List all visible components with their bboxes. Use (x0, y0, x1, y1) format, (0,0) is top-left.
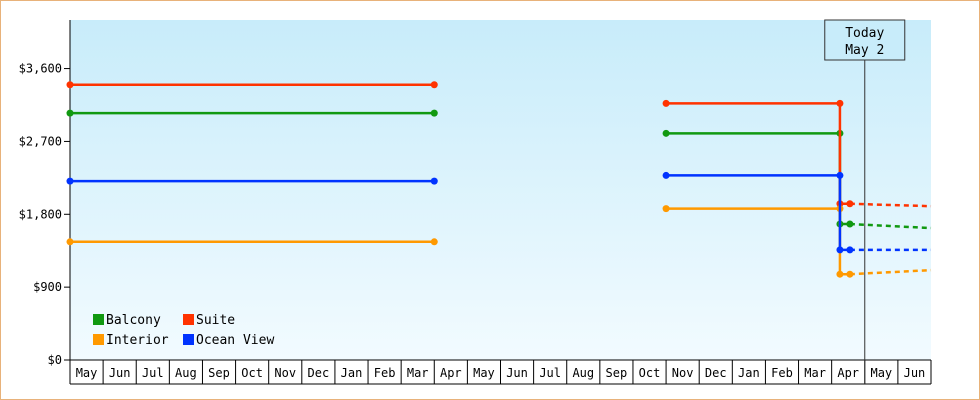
x-tick-label: Jan (341, 366, 363, 380)
legend-label: Balcony (106, 313, 161, 328)
interior-line (849, 268, 932, 276)
x-tick-label: Oct (639, 366, 661, 380)
legend-swatch (93, 314, 104, 325)
y-tick-label: $3,600 (19, 62, 62, 76)
x-tick-label: Mar (407, 366, 429, 380)
x-tick-label: Dec (308, 366, 330, 380)
series-lines (66, 81, 932, 278)
legend-label: Ocean View (196, 333, 274, 348)
suite-point (66, 81, 74, 89)
y-tick-label: $1,800 (19, 207, 62, 221)
x-tick-label: Nov (274, 366, 296, 380)
suite-point (430, 81, 438, 89)
interior-point (430, 238, 438, 246)
x-tick-label: Aug (175, 366, 197, 380)
y-tick-label: $2,700 (19, 134, 62, 148)
ocean-view-point (662, 171, 670, 179)
x-tick-label: Jun (109, 366, 131, 380)
suite-line (849, 202, 932, 208)
x-tick-label: Jun (904, 366, 926, 380)
ocean-view-point (836, 246, 844, 254)
balcony-point (430, 109, 438, 117)
interior-point (836, 270, 844, 278)
axes: $0 $900 $1,800 $2,700 $3,600 May Jun Jul Aug Sep O… (19, 20, 932, 385)
ocean-view-point (66, 177, 74, 185)
legend-label: Suite (196, 313, 235, 328)
interior-point (66, 238, 74, 246)
today-date: May 2 (845, 43, 884, 58)
x-tick-label: Jul (142, 366, 164, 380)
balcony-line (849, 222, 932, 230)
x-tick-label: Mar (804, 366, 826, 380)
x-tick-label: Sep (208, 366, 230, 380)
legend-label: Interior (106, 333, 169, 348)
x-tick-label: Jul (539, 366, 561, 380)
x-tick-label: Feb (771, 366, 793, 380)
x-tick-label: Nov (672, 366, 694, 380)
x-tick-label: Apr (837, 366, 859, 380)
x-tick-label: Aug (572, 366, 594, 380)
today-marker: Today May 2 (824, 19, 906, 384)
x-tick-label: Oct (241, 366, 263, 380)
ocean-view-point (836, 171, 844, 179)
today-label: Today (845, 26, 884, 41)
x-tick-label: Feb (374, 366, 396, 380)
legend-swatch (183, 334, 194, 345)
interior-point (662, 205, 670, 213)
x-tick-label: May (76, 366, 98, 380)
suite-point (662, 99, 670, 107)
x-tick-label: May (473, 366, 495, 380)
x-tick-label: Jan (738, 366, 760, 380)
legend-swatch (183, 314, 194, 325)
legend-swatch (93, 334, 104, 345)
y-tick-label: $900 (33, 280, 62, 294)
y-tick-label: $0 (48, 353, 62, 367)
plot-background (70, 20, 931, 360)
x-tick-label: Jun (506, 366, 528, 380)
suite-line (666, 102, 850, 206)
ocean-view-point (430, 177, 438, 185)
balcony-point (662, 129, 670, 137)
x-tick-label: Sep (606, 366, 628, 380)
x-tick-label: Apr (440, 366, 462, 380)
balcony-point (66, 109, 74, 117)
today-box (824, 19, 906, 61)
suite-point (836, 99, 844, 107)
x-tick-label: May (870, 366, 892, 380)
ocean-view-line (666, 174, 850, 252)
x-tick-label: Dec (705, 366, 727, 380)
legend: Balcony Suite Interior Ocean View (93, 313, 274, 348)
